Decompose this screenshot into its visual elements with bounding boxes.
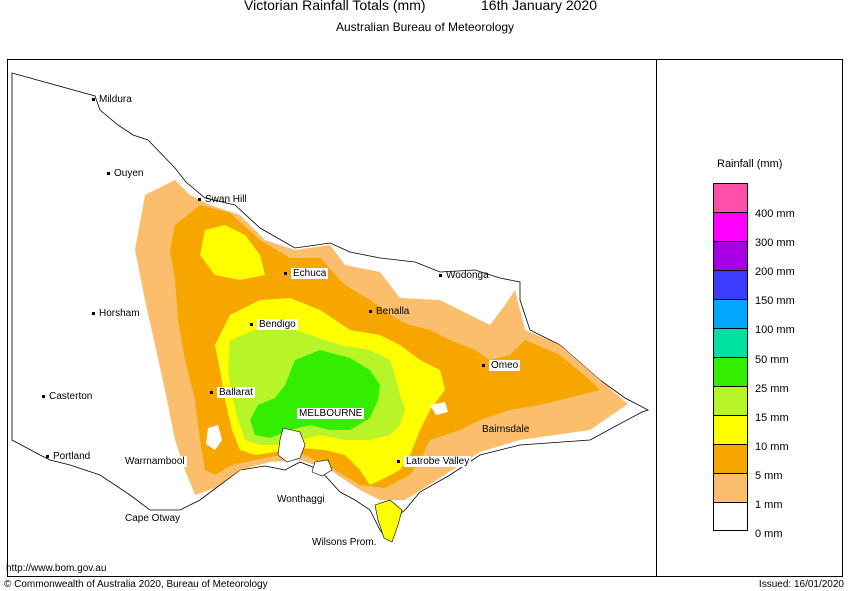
legend-label: 5 mm xyxy=(755,469,783,482)
bom-url[interactable]: http://www.bom.gov.au xyxy=(6,563,107,574)
place-horsham: Horsham xyxy=(92,308,140,319)
legend-swatches xyxy=(713,183,748,531)
legend-swatch xyxy=(713,328,748,357)
lake-shape xyxy=(206,425,222,450)
legend-label: 0 mm xyxy=(755,528,783,541)
legend-swatch xyxy=(713,357,748,386)
subtitle: Australian Bureau of Meteorology xyxy=(335,20,515,34)
place-swan-hill: Swan Hill xyxy=(198,194,247,205)
legend-swatch xyxy=(713,386,748,415)
port-phillip-bay xyxy=(277,427,306,463)
legend-label: 10 mm xyxy=(755,440,789,453)
legend-divider xyxy=(656,59,657,577)
place-casterton: Casterton xyxy=(42,391,92,402)
place-cape-otway: Cape Otway xyxy=(125,513,181,524)
place-wodonga: Wodonga xyxy=(439,270,489,281)
title-text: Victorian Rainfall Totals (mm) xyxy=(244,0,426,13)
place-melbourne: MELBOURNE xyxy=(297,408,365,419)
copyright: © Commonwealth of Australia 2020, Bureau… xyxy=(4,579,268,590)
issued-date: Issued: 16/01/2020 xyxy=(758,579,844,590)
map-frame xyxy=(7,59,843,577)
legend-label: 400 mm xyxy=(755,208,795,220)
legend-label: 50 mm xyxy=(755,353,789,366)
place-ballarat: Ballarat xyxy=(210,387,255,398)
place-mildura: Mildura xyxy=(92,94,132,105)
legend-label: 1 mm xyxy=(755,499,783,511)
place-latrobe-valley: Latrobe Valley xyxy=(397,456,472,467)
legend-title: Rainfall (mm) xyxy=(717,158,783,170)
place-omeo: Omeo xyxy=(482,360,521,371)
prom-shape xyxy=(374,499,403,543)
place-wonthaggi: Wonthaggi xyxy=(277,494,325,505)
legend-swatch xyxy=(713,502,748,531)
place-bendigo: Bendigo xyxy=(250,319,298,330)
legend-swatch xyxy=(713,473,748,502)
legend-label: 300 mm xyxy=(755,237,795,250)
place-benalla: Benalla xyxy=(369,306,409,317)
legend-swatch xyxy=(713,444,748,473)
legend-label: 25 mm xyxy=(755,382,789,395)
place-portland: Portland xyxy=(46,451,90,462)
place-warrnambool: Warrnambool xyxy=(123,456,187,467)
legend-swatch xyxy=(713,212,748,241)
legend-swatch xyxy=(713,183,748,212)
legend-swatch xyxy=(713,299,748,328)
place-ouyen: Ouyen xyxy=(107,168,143,179)
legend-swatch xyxy=(713,241,748,270)
place-echuca: Echuca xyxy=(284,268,329,279)
map-title: Victorian Rainfall Totals (mm) 16th Janu… xyxy=(0,0,850,17)
lake-shape-2 xyxy=(430,402,448,415)
legend-label: 100 mm xyxy=(755,324,795,337)
rain-10mm xyxy=(200,225,265,280)
place-wilsons-prom: Wilsons Prom. xyxy=(312,537,377,548)
title-date: 16th January 2020 xyxy=(481,0,597,13)
legend-label: 200 mm xyxy=(755,266,795,279)
legend-label: 15 mm xyxy=(755,411,789,424)
place-bairnsdale: Bairnsdale xyxy=(482,424,530,435)
legend-label: 150 mm xyxy=(755,295,795,308)
rainfall-map xyxy=(11,72,650,543)
legend-swatch xyxy=(713,270,748,299)
legend-swatch xyxy=(713,415,748,444)
western-port-bay xyxy=(311,459,333,477)
